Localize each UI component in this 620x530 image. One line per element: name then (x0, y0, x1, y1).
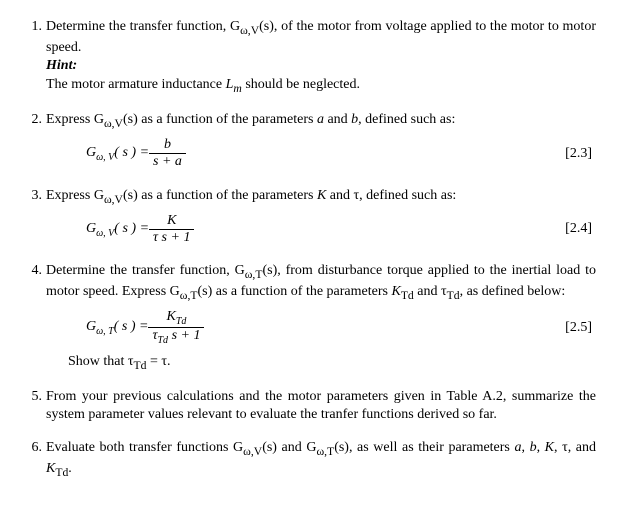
item-text: Determine the transfer function, Gω,V(s)… (46, 18, 596, 57)
equation-lhs: Gω, V( s ) = (86, 144, 149, 164)
item-text: Express Gω,V(s) as a function of the par… (46, 111, 596, 132)
item-body: From your previous calculations and the … (46, 388, 596, 426)
fraction-numerator: KTd (148, 309, 204, 328)
equation-fraction: KTdτTd s + 1 (148, 309, 204, 347)
equation-row: Gω, T( s ) = KTdτTd s + 1 [2.5] (86, 309, 596, 347)
equation-fraction: Kτ s + 1 (149, 213, 194, 246)
list-item: 6.Evaluate both transfer functions Gω,V(… (24, 439, 596, 480)
fraction-denominator: s + a (149, 154, 186, 171)
fraction-denominator: τTd s + 1 (148, 328, 204, 347)
fraction-numerator: b (149, 137, 186, 153)
item-text: Express Gω,V(s) as a function of the par… (46, 187, 596, 208)
item-number: 5. (24, 388, 46, 426)
item-number: 3. (24, 187, 46, 249)
equation-fraction: bs + a (149, 137, 186, 170)
item-tail: Show that τTd = τ. (68, 353, 596, 374)
item-number: 2. (24, 111, 46, 173)
fraction-numerator: K (149, 213, 194, 229)
equation-lhs: Gω, T( s ) = (86, 318, 148, 338)
equation-row: Gω, V( s ) = bs + a [2.3] (86, 137, 596, 170)
item-body: Express Gω,V(s) as a function of the par… (46, 111, 596, 173)
item-body: Determine the transfer function, Gω,T(s)… (46, 262, 596, 373)
equation-number: [2.5] (565, 319, 596, 338)
equation-number: [2.4] (565, 220, 596, 239)
list-item: 3.Express Gω,V(s) as a function of the p… (24, 187, 596, 249)
item-body: Evaluate both transfer functions Gω,V(s)… (46, 439, 596, 480)
equation-row: Gω, V( s ) = Kτ s + 1 [2.4] (86, 213, 596, 246)
fraction-denominator: τ s + 1 (149, 230, 194, 247)
list-item: 5.From your previous calculations and th… (24, 388, 596, 426)
hint-text: The motor armature inductance Lm should … (46, 76, 596, 97)
item-number: 1. (24, 18, 46, 97)
equation-lhs: Gω, V( s ) = (86, 220, 149, 240)
item-body: Determine the transfer function, Gω,V(s)… (46, 18, 596, 97)
list-item: 2.Express Gω,V(s) as a function of the p… (24, 111, 596, 173)
equation-number: [2.3] (565, 145, 596, 164)
item-text: From your previous calculations and the … (46, 388, 596, 426)
item-text: Evaluate both transfer functions Gω,V(s)… (46, 439, 596, 480)
item-text: Determine the transfer function, Gω,T(s)… (46, 262, 596, 303)
list-item: 1.Determine the transfer function, Gω,V(… (24, 18, 596, 97)
item-number: 6. (24, 439, 46, 480)
hint-label: Hint: (46, 57, 596, 76)
item-number: 4. (24, 262, 46, 373)
item-body: Express Gω,V(s) as a function of the par… (46, 187, 596, 249)
list-item: 4.Determine the transfer function, Gω,T(… (24, 262, 596, 373)
